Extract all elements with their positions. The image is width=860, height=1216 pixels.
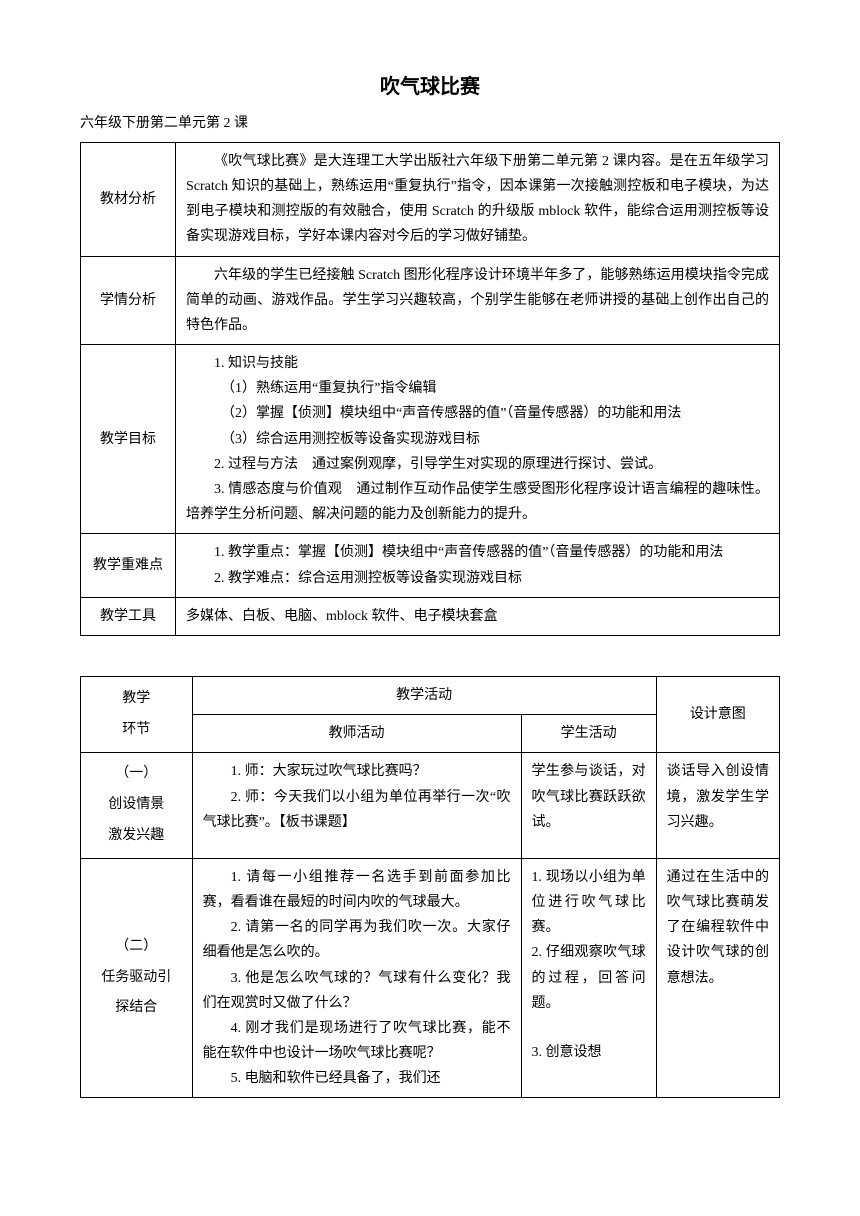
row-content: 多媒体、白板、电脑、mblock 软件、电子模块套盒 [176,597,780,635]
table-row: （二） 任务驱动引 探结合 1. 请每一小组推荐一名选手到前面参加比赛，看看谁在… [81,858,780,1098]
stage-label: （一） 创设情景 激发兴趣 [81,753,193,858]
table-header-row: 教学 环节 教学活动 设计意图 [81,676,780,714]
table-row: 学情分析 六年级的学生已经接触 Scratch 图形化程序设计环境半年多了，能够… [81,256,780,345]
row-content: 1. 教学重点：掌握【侦测】模块组中“声音传感器的值”（音量传感器）的功能和用法… [176,534,780,597]
table-row: 教学目标 1. 知识与技能 （1）熟练运用“重复执行”指令编辑 （2）掌握【侦测… [81,345,780,534]
header-student: 学生活动 [521,715,656,753]
row-label: 教学工具 [81,597,176,635]
header-stage: 教学 环节 [81,676,193,752]
design-intent: 谈话导入创设情境，激发学生学习兴趣。 [656,753,779,858]
row-label: 教学目标 [81,345,176,534]
row-content: 《吹气球比赛》是大连理工大学出版社六年级下册第二单元第 2 课内容。是在五年级学… [176,142,780,256]
activity-table: 教学 环节 教学活动 设计意图 教师活动 学生活动 （一） 创设情景 激发兴趣 … [80,676,780,1098]
row-content: 六年级的学生已经接触 Scratch 图形化程序设计环境半年多了，能够熟练运用模… [176,256,780,345]
info-table: 教材分析 《吹气球比赛》是大连理工大学出版社六年级下册第二单元第 2 课内容。是… [80,142,780,636]
row-label: 教材分析 [81,142,176,256]
teacher-activity: 1. 请每一小组推荐一名选手到前面参加比赛，看看谁在最短的时间内吹的气球最大。 … [192,858,521,1098]
row-label: 学情分析 [81,256,176,345]
page-title: 吹气球比赛 [80,70,780,104]
teacher-activity: 1. 师：大家玩过吹气球比赛吗？ 2. 师：今天我们以小组为单位再举行一次“吹气… [192,753,521,858]
header-teacher: 教师活动 [192,715,521,753]
row-content: 1. 知识与技能 （1）熟练运用“重复执行”指令编辑 （2）掌握【侦测】模块组中… [176,345,780,534]
table-row: 教材分析 《吹气球比赛》是大连理工大学出版社六年级下册第二单元第 2 课内容。是… [81,142,780,256]
student-activity: 1. 现场以小组为单位进行吹气球比赛。 2. 仔细观察吹气球的过程，回答问题。 … [521,858,656,1098]
design-intent: 通过在生活中的吹气球比赛萌发了在编程软件中设计吹气球的创意想法。 [656,858,779,1098]
student-activity: 学生参与谈话，对吹气球比赛跃跃欲试。 [521,753,656,858]
page-subtitle: 六年级下册第二单元第 2 课 [80,112,780,136]
table-row: 教学重难点 1. 教学重点：掌握【侦测】模块组中“声音传感器的值”（音量传感器）… [81,534,780,597]
stage-label: （二） 任务驱动引 探结合 [81,858,193,1098]
header-intent: 设计意图 [656,676,779,752]
row-label: 教学重难点 [81,534,176,597]
header-activity: 教学活动 [192,676,656,714]
table-row: 教学工具 多媒体、白板、电脑、mblock 软件、电子模块套盒 [81,597,780,635]
table-row: （一） 创设情景 激发兴趣 1. 师：大家玩过吹气球比赛吗？ 2. 师：今天我们… [81,753,780,858]
